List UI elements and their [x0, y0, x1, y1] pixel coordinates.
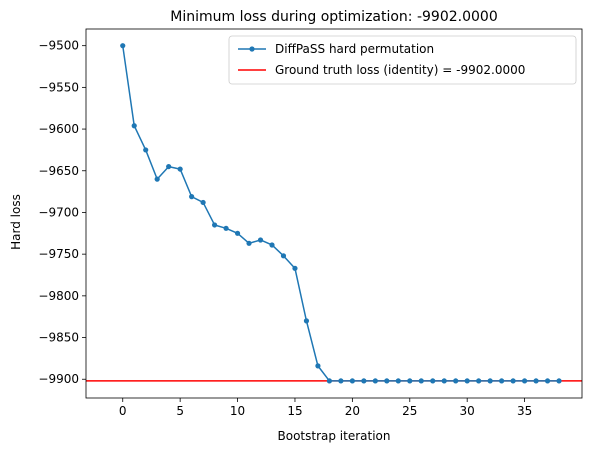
y-tick-label: −9900: [38, 372, 79, 386]
y-tick-label: −9750: [38, 247, 79, 261]
y-tick-label: −9550: [38, 80, 79, 94]
data-point: [487, 378, 493, 384]
data-point: [384, 378, 390, 384]
data-point: [154, 176, 160, 182]
data-point: [395, 378, 401, 384]
chart-title: Minimum loss during optimization: -9902.…: [170, 9, 497, 25]
data-point: [166, 163, 172, 170]
data-point: [499, 378, 505, 384]
legend-swatch-marker: [249, 46, 255, 52]
data-point: [292, 265, 298, 271]
legend: DiffPaSS hard permutation Ground truth lo…: [228, 35, 577, 85]
data-point: [349, 378, 355, 384]
data-point: [510, 378, 516, 384]
data-point: [544, 378, 551, 384]
data-point: [315, 363, 321, 369]
data-point: [143, 147, 149, 153]
y-tick-label: −9650: [38, 164, 79, 178]
data-point: [326, 378, 333, 384]
y-tick-label: −9800: [38, 289, 79, 303]
data-point: [131, 123, 137, 129]
y-tick-label: −9500: [38, 39, 79, 53]
data-point: [303, 318, 310, 324]
x-tick-label: 30: [460, 404, 475, 418]
data-point: [200, 199, 206, 206]
data-point: [189, 194, 195, 200]
x-tick-label: 20: [345, 404, 360, 418]
legend-box: [228, 35, 577, 85]
data-point: [372, 378, 378, 384]
x-tick-label: 15: [287, 404, 302, 418]
y-axis-label: Hard loss: [9, 194, 23, 250]
data-point: [223, 225, 229, 231]
plot-frame: [85, 28, 583, 399]
x-tick-label: 0: [119, 404, 127, 418]
axes: 0 5 10 15 20 25 30 35 −9500 −9550 −9600 −9650 −9700 −…: [38, 28, 583, 418]
data-point: [338, 378, 344, 384]
x-tick-label: 10: [230, 404, 245, 418]
data-point: [280, 253, 287, 259]
x-tick-label: 25: [402, 404, 417, 418]
y-tick-label: −9600: [38, 122, 79, 136]
data-point: [177, 166, 183, 172]
data-point: [453, 378, 459, 384]
data-point: [430, 378, 436, 384]
data-point: [533, 378, 539, 384]
data-point: [476, 378, 482, 384]
data-point: [556, 378, 562, 384]
data-point: [120, 43, 126, 49]
x-tick-label: 5: [176, 404, 184, 418]
x-tick-label: 35: [517, 404, 532, 418]
data-point: [464, 378, 470, 384]
data-point: [418, 378, 424, 384]
y-tick-label: −9850: [38, 331, 79, 345]
plot-area: [86, 43, 582, 384]
data-point: [269, 242, 275, 248]
data-point: [361, 378, 367, 384]
data-point: [234, 230, 241, 236]
data-point: [407, 378, 413, 384]
data-point: [257, 237, 264, 243]
y-tick-label: −9700: [38, 205, 79, 219]
legend-label-series: DiffPaSS hard permutation: [275, 42, 434, 56]
data-point: [211, 222, 218, 228]
data-point: [246, 240, 252, 246]
data-point: [521, 378, 528, 384]
x-axis-label: Bootstrap iteration: [278, 429, 391, 443]
data-point: [441, 378, 447, 384]
legend-label-reference: Ground truth loss (identity) = -9902.000…: [275, 63, 525, 77]
